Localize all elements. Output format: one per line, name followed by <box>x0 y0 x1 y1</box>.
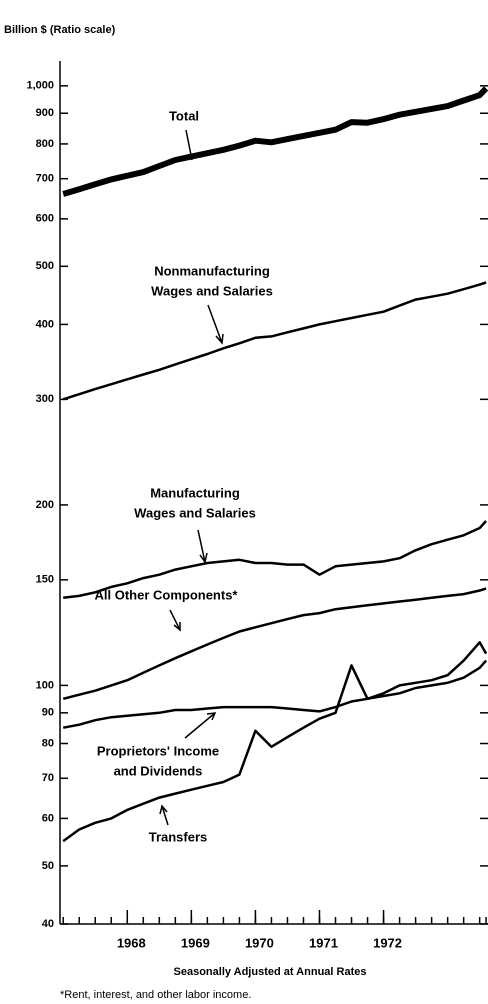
x-tick-label: 1971 <box>309 935 338 950</box>
series-label: All Other Components* <box>94 587 238 602</box>
footnote: *Rent, interest, and other labor income. <box>60 989 251 1001</box>
series-line <box>62 587 487 701</box>
y-tick-label: 1,000 <box>26 80 54 92</box>
y-tick-label: 600 <box>36 213 54 225</box>
series-label: Total <box>169 108 199 123</box>
series-label: Nonmanufacturing <box>154 263 270 278</box>
series-label: Wages and Salaries <box>151 283 273 298</box>
y-tick-label: 500 <box>36 260 54 272</box>
y-tick-label: 900 <box>36 107 54 119</box>
y-tick-label: 50 <box>42 860 54 872</box>
y-tick-label: 80 <box>42 737 54 749</box>
y-tick-label: 100 <box>36 679 54 691</box>
y-tick-label: 800 <box>36 138 54 150</box>
y-tick-label: 300 <box>36 393 54 405</box>
arrows <box>159 129 224 826</box>
y-tick-label: 400 <box>36 318 54 330</box>
series-label: Wages and Salaries <box>134 505 256 520</box>
series-label: Transfers <box>149 829 208 844</box>
series-line <box>62 281 487 401</box>
series-line <box>62 86 488 197</box>
y-tick-label: 700 <box>36 173 54 185</box>
y-tick-label: 200 <box>36 499 54 511</box>
series-line <box>62 641 488 843</box>
x-tick-label: 1968 <box>117 935 146 950</box>
y-tick-label: 70 <box>42 772 54 784</box>
y-tick-label: 40 <box>42 918 54 930</box>
y-tick-label: 150 <box>36 574 54 586</box>
x-axis-label: Seasonally Adjusted at Annual Rates <box>174 966 367 978</box>
y-axis-label: Billion $ (Ratio scale) <box>4 24 116 36</box>
series-line <box>62 659 488 729</box>
y-tick-label: 90 <box>42 707 54 719</box>
series-line <box>63 520 488 600</box>
series-label: and Dividends <box>114 763 203 778</box>
x-tick-label: 1969 <box>181 935 210 950</box>
x-tick-label: 1970 <box>245 935 274 950</box>
y-tick-label: 60 <box>42 812 54 824</box>
series-label: Manufacturing <box>150 485 240 500</box>
x-tick-label: 1972 <box>373 935 402 950</box>
series-label: Proprietors' Income <box>97 743 219 758</box>
